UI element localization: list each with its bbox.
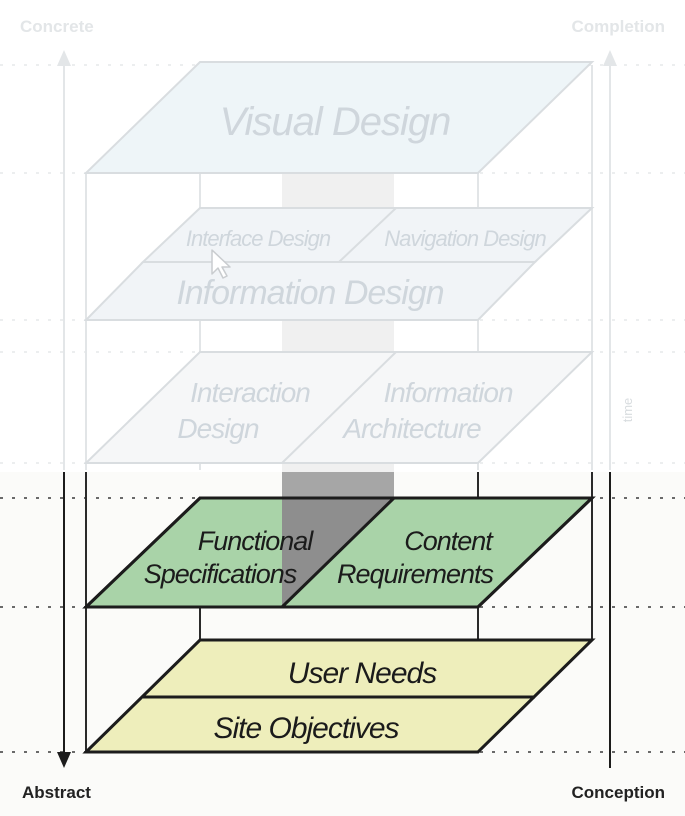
lower-active-section: Functional Specifications Content Requir… bbox=[57, 472, 611, 768]
abstract-label: Abstract bbox=[22, 783, 91, 802]
functional-specifications-label-line1: Functional bbox=[198, 526, 315, 556]
mouse-cursor-icon bbox=[211, 249, 231, 279]
scope-plane-outline bbox=[82, 496, 596, 609]
scope-divider bbox=[280, 496, 396, 609]
concrete-label: Concrete bbox=[20, 17, 94, 36]
interaction-design-label-line1: Interaction bbox=[190, 377, 310, 408]
interaction-design-label-line2: Design bbox=[177, 413, 259, 444]
information-architecture-label-line1: Information bbox=[383, 377, 512, 408]
time-axis-label: time bbox=[620, 398, 635, 423]
skeleton-top-divider bbox=[338, 207, 397, 263]
conception-label: Conception bbox=[572, 783, 666, 802]
navigation-design-label: Navigation Design bbox=[384, 226, 546, 251]
information-design-plane bbox=[83, 261, 538, 321]
content-requirements-label-line1: Content bbox=[404, 526, 494, 556]
visual-design-plane bbox=[83, 61, 595, 174]
upper-faded-section: Visual Design Interface Design Navigatio… bbox=[57, 50, 617, 473]
content-requirements-label-line2: Requirements bbox=[337, 559, 494, 589]
completion-label: Completion bbox=[572, 17, 666, 36]
information-design-label: Information Design bbox=[176, 274, 443, 312]
structure-divider bbox=[281, 351, 397, 464]
shaft-lower bbox=[282, 472, 394, 498]
visual-design-label: Visual Design bbox=[220, 100, 451, 144]
concrete-arrowhead-icon bbox=[57, 50, 71, 66]
user-needs-label: User Needs bbox=[288, 657, 437, 690]
site-objectives-label: Site Objectives bbox=[213, 712, 399, 745]
information-architecture-label-line2: Architecture bbox=[341, 413, 481, 444]
abstract-arrowhead-icon bbox=[57, 752, 71, 768]
interface-design-label: Interface Design bbox=[186, 226, 331, 251]
functional-specifications-label-line2: Specifications bbox=[144, 559, 297, 589]
completion-arrowhead-icon bbox=[603, 50, 617, 66]
